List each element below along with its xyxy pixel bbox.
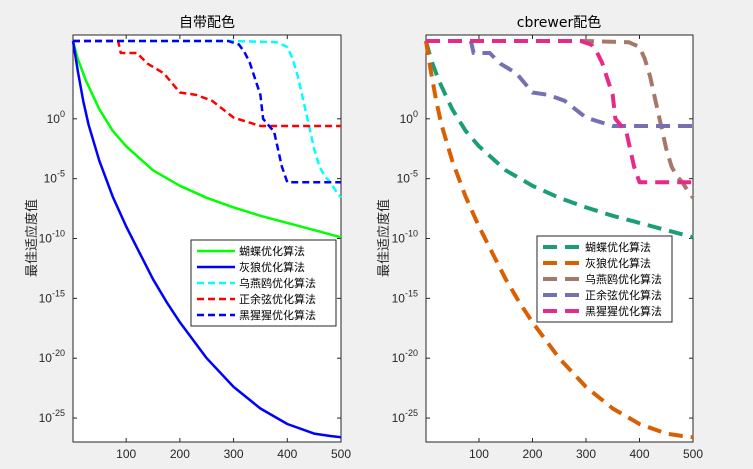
left-x-tick-label: 500: [331, 447, 351, 461]
left-legend-label-4: 正余弦优化算法: [239, 292, 316, 306]
right-legend-label-3: 乌燕鸥优化算法: [585, 272, 662, 286]
right-x-tick-label: 300: [576, 447, 596, 461]
right-chart-title: cbrewer配色: [517, 14, 601, 31]
right-legend-label-2: 灰狼优化算法: [585, 256, 651, 270]
right-y-tick-label: 100: [400, 109, 418, 126]
right-y-axis-label: 最佳适应度值: [376, 199, 392, 277]
left-legend-box: [190, 239, 337, 327]
left-x-tick-label: 300: [224, 447, 244, 461]
right-legend-label-1: 蝴蝶优化算法: [585, 240, 651, 254]
right-y-tick-label: 10-10: [392, 229, 418, 246]
right-x-tick-label: 400: [629, 447, 649, 461]
left-legend-label-5: 黑猩猩优化算法: [239, 308, 316, 322]
right-y-tick-label: 10-25: [392, 408, 418, 425]
right-y-tick-label: 10-20: [392, 348, 418, 365]
left-y-tick-label: 100: [47, 109, 65, 126]
left-series-line-2: [71, 40, 342, 439]
right-legend-label-5: 黑猩猩优化算法: [585, 304, 662, 318]
right-y-tick-label: 10-5: [397, 169, 418, 186]
left-series-line-1: [71, 40, 342, 239]
left-legend-label-2: 灰狼优化算法: [239, 260, 305, 274]
right-ticks: 100 200 300 400 500 100 10-5 10-10 10-15 10-20 10-…: [392, 35, 703, 461]
right-series-line-1: [424, 40, 694, 240]
right-series-line-4: [426, 39, 693, 128]
left-legend-label-1: 蝴蝶优化算法: [239, 244, 305, 258]
left-y-tick-label: 10-25: [39, 408, 65, 425]
left-x-tick-label: 400: [277, 447, 297, 461]
right-x-tick-label: 200: [522, 447, 542, 461]
left-series-lines: [71, 39, 343, 439]
right-legend-box: [536, 235, 673, 323]
left-chart-title: 自带配色: [179, 14, 235, 31]
right-series-lines: [424, 39, 695, 440]
right-series-line-5: [426, 39, 693, 185]
left-y-tick-label: 10-10: [39, 229, 65, 246]
left-plot-area: [72, 34, 342, 443]
right-x-tick-label: 500: [683, 447, 703, 461]
left-legend-label-3: 乌燕鸥优化算法: [239, 276, 316, 290]
right-chart: cbrewer配色 最佳适应度值 100 200 300 400 50010010-51…: [376, 14, 703, 461]
right-x-tick-label: 100: [469, 447, 489, 461]
left-y-tick-label: 10-15: [39, 288, 65, 305]
left-y-tick-label: 10-5: [44, 169, 65, 186]
left-series-line-5: [73, 39, 341, 184]
left-y-tick-label: 10-20: [39, 348, 65, 365]
left-series-line-4: [73, 39, 341, 128]
right-series-line-2: [424, 40, 694, 440]
left-ticks: 100 200 300 400 500 100 10-5 10-10 10-15 10-20 10-…: [39, 35, 351, 461]
left-x-tick-label: 100: [116, 447, 136, 461]
left-y-axis-label: 最佳适应度值: [24, 199, 40, 277]
right-y-tick-label: 10-15: [392, 288, 418, 305]
left-chart: 自带配色 最佳适应度值 100 200 300 400 50010010-510-101…: [24, 14, 351, 461]
left-x-tick-label: 200: [170, 447, 190, 461]
right-legend-label-4: 正余弦优化算法: [585, 288, 662, 302]
